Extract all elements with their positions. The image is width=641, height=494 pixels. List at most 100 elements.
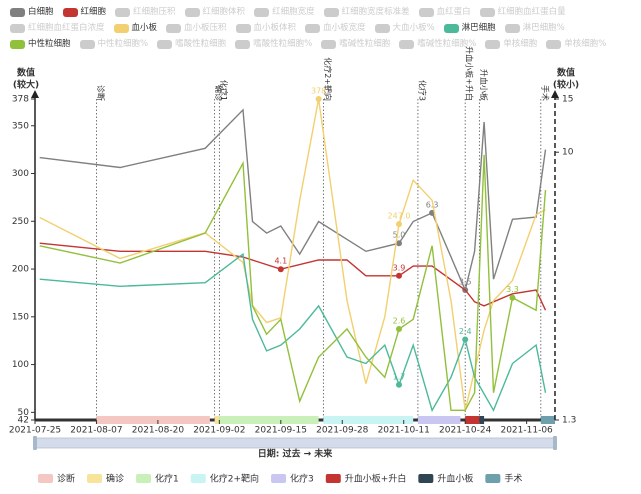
legend-item[interactable]: 血小板压积 (166, 23, 227, 34)
legend-swatch (479, 8, 495, 17)
event-label: 确诊 (214, 85, 224, 101)
legend-item[interactable]: 红细胞血红蛋白浓度 (10, 23, 105, 34)
series-line (39, 98, 546, 411)
event-legend-item[interactable]: 化疗3 (271, 473, 314, 485)
x-tick-label: 2021-08-20 (132, 426, 185, 436)
event-band (479, 416, 485, 424)
legend-label: 红细胞血红蛋白量 (497, 7, 566, 17)
x-tick-label: 2021-07-25 (9, 426, 61, 436)
legend-swatch (79, 40, 95, 49)
event-label: 化疗1 (219, 80, 229, 101)
legend-swatch (485, 40, 501, 49)
legend-item[interactable]: 大血小板% (374, 23, 435, 34)
legend-swatch (166, 24, 182, 33)
event-legend-label: 化疗1 (155, 473, 179, 485)
event-legend-swatch (38, 474, 53, 483)
data-zoom-handle[interactable] (553, 436, 557, 450)
data-point (396, 326, 402, 333)
event-legend-item[interactable]: 化疗2+靶向 (190, 473, 259, 485)
x-tick-label: 2021-08-07 (70, 426, 122, 436)
y-tick-label: 150 (12, 312, 29, 322)
event-band (540, 416, 555, 424)
data-point (277, 266, 284, 273)
event-band (219, 416, 319, 424)
x-tick-label: 2021-09-02 (193, 426, 245, 436)
legend-item[interactable]: 红细胞宽度标准差 (323, 7, 410, 18)
legend-label: 嗜酸性粒细胞% (253, 39, 313, 49)
legend-item[interactable]: 红细胞宽度 (254, 7, 315, 18)
legend-item[interactable]: 嗜酸性粒细胞% (235, 39, 312, 50)
legend-swatch (504, 24, 520, 33)
legend-label: 红细胞体积 (202, 7, 246, 17)
legend-item[interactable]: 红细胞体积 (184, 7, 246, 18)
y-tick-label: 200 (12, 265, 29, 275)
legend-item[interactable]: 嗜碱性粒细胞% (399, 39, 476, 50)
legend-label: 单核细胞% (564, 39, 607, 49)
event-label: 手术 (540, 85, 550, 101)
legend-item[interactable]: 血小板体积 (235, 23, 296, 34)
legend-item[interactable]: 血小板 (113, 23, 157, 34)
legend-swatch (254, 8, 270, 17)
event-legend-item[interactable]: 手术 (485, 473, 522, 485)
legend-item[interactable]: 白细胞 (10, 7, 54, 18)
event-legend-label: 升血小板 (437, 473, 473, 485)
data-label: 3.9 (393, 263, 406, 272)
legend-swatch (10, 24, 25, 33)
event-legend-item[interactable]: 升血小板+升白 (325, 473, 407, 485)
legend-label: 红细胞宽度标准差 (341, 7, 410, 17)
legend-item[interactable]: 单核细胞% (546, 39, 606, 50)
data-zoom-handle[interactable] (33, 436, 37, 450)
legend-label: 红细胞宽度 (272, 7, 315, 17)
event-legend-item[interactable]: 升血小板 (418, 473, 473, 485)
y-tick-label: 250 (12, 217, 29, 227)
legend-label: 中性粒细胞 (28, 39, 71, 49)
legend-item[interactable]: 淋巴细胞 (443, 23, 496, 34)
event-band (96, 416, 210, 424)
legend-item[interactable]: 淋巴细胞% (504, 23, 565, 34)
data-point (396, 381, 402, 388)
legend-swatch (374, 24, 390, 33)
legend-item[interactable]: 嗜碱性粒细胞 (321, 39, 390, 50)
legend-label: 淋巴细胞 (461, 23, 496, 33)
y2-axis-title: (较小) (553, 79, 579, 91)
event-legend-swatch (136, 474, 152, 483)
legend-label: 嗜碱性粒细胞% (417, 39, 477, 49)
y2-axis-title: 数值 (557, 67, 575, 79)
data-point (396, 272, 402, 279)
legend-item[interactable]: 中性粒细胞 (10, 39, 71, 50)
legend-label: 白细胞 (28, 7, 54, 17)
event-band (417, 416, 461, 424)
legend-item[interactable]: 血红蛋白 (418, 7, 471, 18)
series-line (39, 242, 547, 311)
legend-swatch (10, 40, 25, 49)
legend-item[interactable]: 血小板宽度 (305, 23, 366, 34)
x-axis-title: 日期: 过去 → 未来 (258, 448, 334, 460)
legend-label: 红细胞 (80, 7, 107, 17)
legend-item[interactable]: 嗜酸性粒细胞 (157, 39, 226, 50)
legend-item[interactable]: 红细胞血红蛋白量 (479, 7, 566, 18)
series-legend: 白细胞 红细胞 红细胞压积 红细胞体积 红细胞宽度 红细胞宽度标准差 血红蛋白 红细胞血红蛋白… (10, 7, 632, 50)
legend-swatch (323, 8, 339, 17)
y-tick-label: 100 (12, 360, 29, 370)
data-label: 3.3 (506, 285, 519, 294)
legend-swatch (443, 24, 459, 33)
legend-swatch (546, 40, 562, 49)
data-point (509, 294, 516, 301)
event-legend-item[interactable]: 化疗1 (136, 473, 179, 485)
x-tick-label: 2021-10-24 (439, 426, 492, 436)
legend-item[interactable]: 红细胞压积 (115, 7, 176, 18)
y-tick-label: 300 (12, 169, 29, 179)
y2-axis-arrow (551, 90, 559, 98)
legend-label: 嗜酸性粒细胞 (175, 39, 227, 49)
legend-item[interactable]: 中性粒细胞% (79, 39, 149, 50)
legend-item[interactable]: 单核细胞 (485, 39, 537, 50)
legend-item[interactable]: 红细胞 (62, 7, 107, 18)
x-tick-label: 2021-11-06 (500, 426, 553, 436)
event-legend-label: 化疗2+靶向 (210, 473, 259, 485)
event-legend-item[interactable]: 确诊 (87, 473, 124, 485)
data-zoom[interactable] (33, 436, 557, 450)
event-legend-swatch (325, 474, 341, 483)
event-legend-item[interactable]: 诊断 (38, 473, 75, 485)
data-label: 378 (311, 87, 326, 96)
legend-label: 中性粒细胞% (97, 39, 149, 49)
